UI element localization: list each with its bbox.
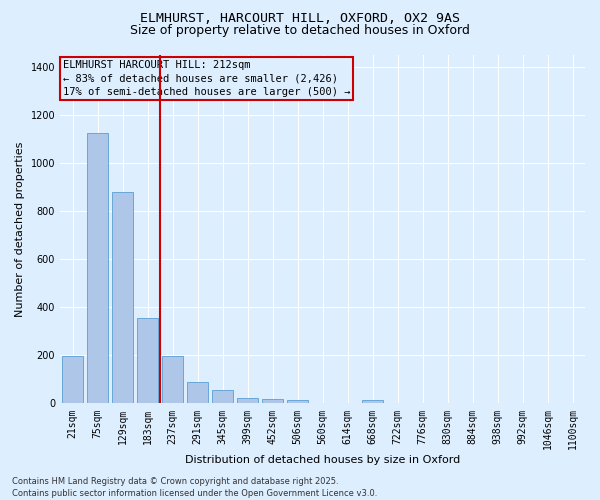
Y-axis label: Number of detached properties: Number of detached properties — [15, 142, 25, 317]
Bar — [112, 192, 133, 404]
Text: ELMHURST HARCOURT HILL: 212sqm
← 83% of detached houses are smaller (2,426)
17% : ELMHURST HARCOURT HILL: 212sqm ← 83% of … — [62, 60, 350, 96]
Bar — [237, 398, 258, 404]
Bar — [262, 398, 283, 404]
Bar — [212, 390, 233, 404]
Bar — [87, 133, 108, 404]
Text: ELMHURST, HARCOURT HILL, OXFORD, OX2 9AS: ELMHURST, HARCOURT HILL, OXFORD, OX2 9AS — [140, 12, 460, 26]
Bar — [362, 400, 383, 404]
Bar — [62, 356, 83, 404]
Text: Contains HM Land Registry data © Crown copyright and database right 2025.
Contai: Contains HM Land Registry data © Crown c… — [12, 476, 377, 498]
Bar — [287, 400, 308, 404]
Bar — [137, 318, 158, 404]
X-axis label: Distribution of detached houses by size in Oxford: Distribution of detached houses by size … — [185, 455, 460, 465]
Bar — [162, 356, 183, 404]
Bar — [187, 382, 208, 404]
Text: Size of property relative to detached houses in Oxford: Size of property relative to detached ho… — [130, 24, 470, 37]
